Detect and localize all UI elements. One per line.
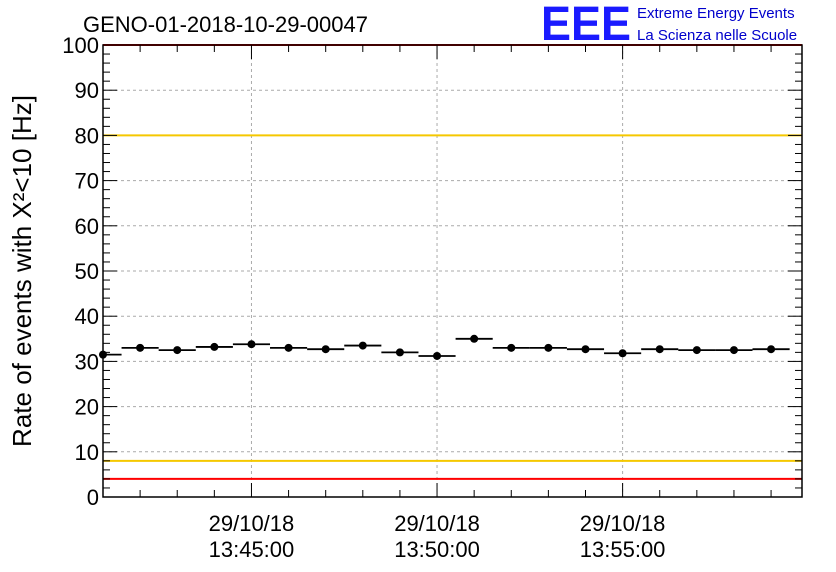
y-tick-label: 0 bbox=[87, 485, 99, 510]
y-axis-label: Rate of events with X²<10 [Hz] bbox=[7, 95, 37, 447]
data-point bbox=[321, 345, 330, 354]
y-axis: 0 10 20 30 40 50 60 70 80 90 100 bbox=[62, 33, 802, 510]
data-point bbox=[581, 345, 590, 354]
reference-lines bbox=[103, 44, 802, 480]
x-axis: 29/10/1813:45:0029/10/1813:50:0029/10/18… bbox=[102, 45, 772, 562]
x-tick-time-label: 13:50:00 bbox=[394, 537, 480, 562]
data-point bbox=[507, 343, 516, 352]
data-point bbox=[210, 342, 219, 351]
x-tick-date-label: 29/10/18 bbox=[209, 511, 295, 536]
chart-title: GENO-01-2018-10-29-00047 bbox=[83, 12, 368, 37]
y-tick-label: 60 bbox=[75, 214, 99, 239]
data-point bbox=[767, 345, 776, 354]
x-tick-date-label: 29/10/18 bbox=[580, 511, 666, 536]
y-tick-label: 20 bbox=[75, 395, 99, 420]
data-point bbox=[618, 349, 627, 358]
data-point bbox=[395, 348, 404, 357]
y-tick-label: 90 bbox=[75, 78, 99, 103]
y-tick-label: 70 bbox=[75, 169, 99, 194]
data-point bbox=[247, 340, 256, 349]
y-tick-label: 40 bbox=[75, 304, 99, 329]
data-point bbox=[692, 346, 701, 355]
y-tick-label: 50 bbox=[75, 259, 99, 284]
y-tick-label: 100 bbox=[62, 33, 99, 58]
data-point bbox=[358, 341, 367, 350]
logo-line-1: Extreme Energy Events bbox=[637, 5, 795, 22]
data-point bbox=[284, 343, 293, 352]
logo-letters: EEE bbox=[541, 0, 631, 51]
y-tick-label: 30 bbox=[75, 349, 99, 374]
data-point bbox=[99, 350, 107, 359]
data-point bbox=[544, 343, 553, 352]
y-tick-label: 80 bbox=[75, 123, 99, 148]
data-point bbox=[173, 346, 182, 355]
y-tick-label: 10 bbox=[75, 440, 99, 465]
data-point bbox=[136, 343, 145, 352]
x-tick-date-label: 29/10/18 bbox=[394, 511, 480, 536]
data-point bbox=[433, 351, 442, 360]
x-tick-time-label: 13:45:00 bbox=[209, 537, 295, 562]
grid bbox=[103, 45, 802, 497]
data-point bbox=[729, 346, 738, 355]
eee-logo: EEE Extreme Energy Events La Scienza nel… bbox=[541, 0, 797, 51]
x-tick-time-label: 13:55:00 bbox=[580, 537, 666, 562]
data-points bbox=[99, 334, 790, 360]
data-point bbox=[655, 345, 664, 354]
logo-line-2: La Scienza nelle Scuole bbox=[637, 27, 797, 44]
data-point bbox=[470, 334, 479, 343]
